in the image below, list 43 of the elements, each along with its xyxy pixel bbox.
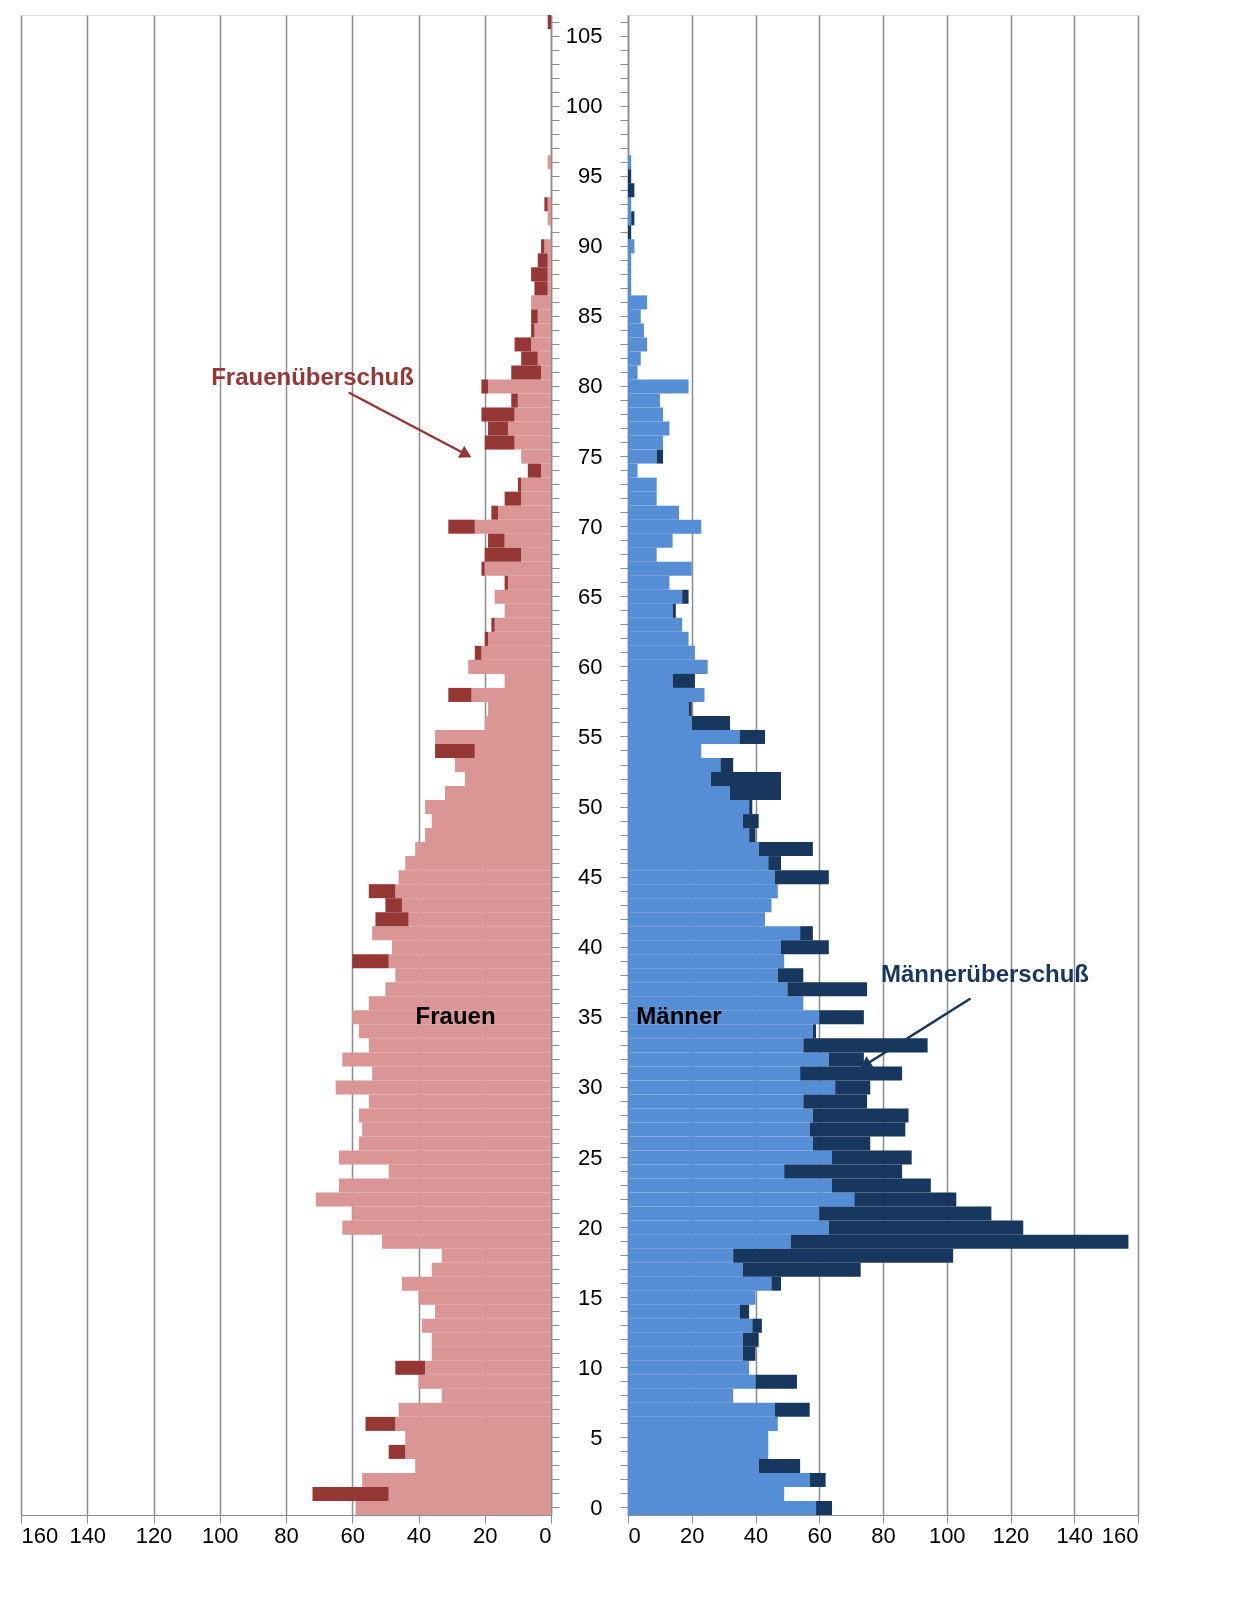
- series-label: Männerüberschuß: [880, 960, 1090, 987]
- y-tick-label: 25: [578, 1144, 603, 1170]
- x-tick-label: 100: [928, 1522, 966, 1548]
- y-tick-label: 5: [590, 1424, 603, 1450]
- x-tick-label: 0: [628, 1522, 641, 1548]
- y-tick-label: 90: [578, 233, 603, 259]
- y-tick-label: 55: [578, 723, 603, 749]
- x-tick-label: 60: [807, 1522, 832, 1548]
- y-tick-label: 60: [578, 653, 603, 679]
- x-tick-label: 140: [69, 1522, 107, 1548]
- x-tick-label: 80: [274, 1522, 299, 1548]
- y-tick-label: 105: [565, 23, 603, 49]
- x-tick-label: 40: [406, 1522, 432, 1548]
- y-tick-label: 45: [578, 864, 603, 890]
- y-tick-label: 15: [578, 1284, 603, 1310]
- x-tick-label: 140: [1056, 1522, 1094, 1548]
- y-tick-label: 35: [578, 1004, 603, 1030]
- series-label: Männer: [636, 1002, 722, 1029]
- y-tick-label: 80: [578, 373, 603, 399]
- x-tick-label: 100: [201, 1522, 239, 1548]
- y-tick-label: 85: [578, 303, 603, 329]
- x-tick-label: 120: [992, 1522, 1030, 1548]
- x-tick-label: 80: [871, 1522, 896, 1548]
- x-tick-label: 60: [340, 1522, 365, 1548]
- y-tick-label: 10: [578, 1354, 603, 1380]
- series-label: Frauen: [415, 1002, 496, 1029]
- x-tick-label: 160: [1101, 1522, 1139, 1548]
- y-tick-label: 20: [578, 1214, 603, 1240]
- x-tick-label: 160: [21, 1522, 59, 1548]
- y-tick-label: 65: [578, 583, 603, 609]
- y-tick-label: 30: [578, 1074, 603, 1100]
- x-tick-label: 40: [743, 1522, 769, 1548]
- y-tick-label: 70: [578, 513, 603, 539]
- y-tick-label: 0: [590, 1494, 603, 1520]
- y-tick-label: 100: [565, 93, 603, 119]
- y-tick-label: 75: [578, 443, 603, 469]
- x-tick-label: 20: [680, 1522, 705, 1548]
- y-tick-label: 50: [578, 794, 603, 820]
- x-tick-label: 120: [135, 1522, 173, 1548]
- x-tick-label: 20: [473, 1522, 498, 1548]
- y-tick-label: 95: [578, 163, 603, 189]
- x-tick-label: 0: [539, 1522, 552, 1548]
- y-tick-label: 40: [578, 934, 603, 960]
